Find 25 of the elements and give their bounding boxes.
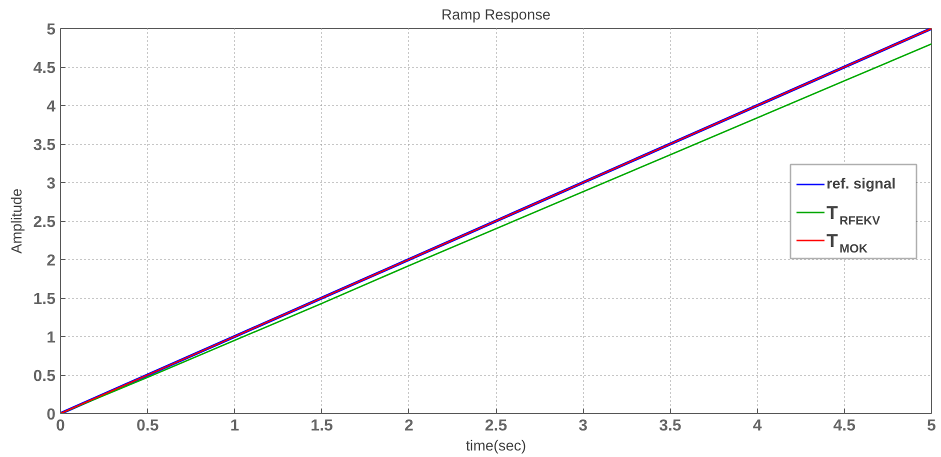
y-tick-label: 1.5	[33, 291, 56, 308]
x-axis-title: time(sec)	[466, 438, 526, 454]
x-tick-label: 5	[927, 418, 936, 434]
x-tick-label: 3.5	[659, 418, 682, 434]
y-tick-label: 0.5	[33, 368, 56, 385]
x-tick-label: 2.5	[484, 418, 508, 434]
y-tick-label: 4	[46, 98, 56, 116]
y-tick-label: 3.5	[33, 137, 56, 154]
y-tick-label: 0	[46, 406, 56, 424]
chart-title: Ramp Response	[441, 8, 551, 24]
y-axis-title: Amplitude	[9, 188, 26, 254]
y-tick-label: 2	[46, 252, 56, 270]
y-tick-label: 3	[46, 176, 56, 192]
x-tick-label: 2	[404, 418, 414, 434]
x-tick-label: 1	[230, 418, 240, 434]
y-tick-label: 4.5	[33, 60, 56, 77]
y-tick-label: 5	[46, 22, 56, 38]
x-tick-label: 1.5	[310, 418, 334, 434]
x-tick-label: 3	[578, 418, 588, 434]
y-tick-label: 2.5	[33, 214, 56, 231]
x-tick-label: 0.5	[136, 418, 159, 434]
legend-label: ref. signal	[826, 176, 896, 192]
x-tick-label: 4	[752, 418, 762, 434]
x-tick-label: 4.5	[833, 418, 856, 434]
y-tick-label: 1	[46, 330, 56, 346]
